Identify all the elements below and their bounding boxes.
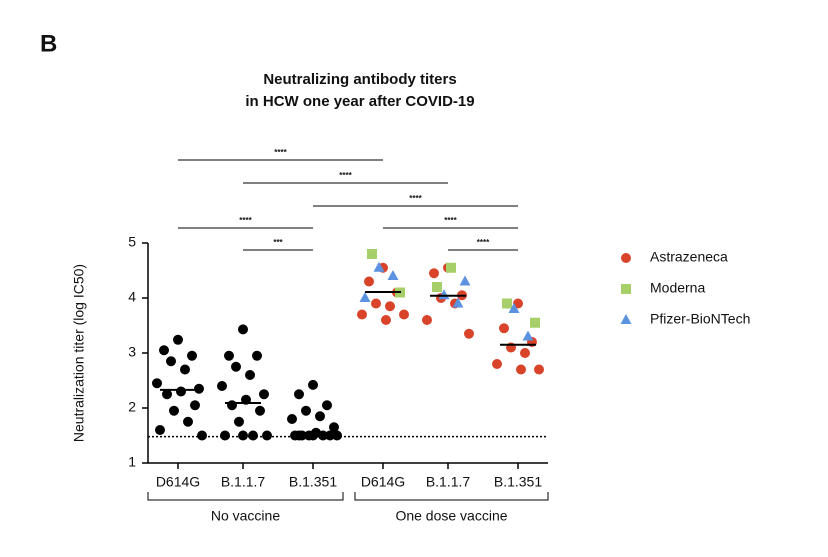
data-point [224,350,234,361]
data-point [508,303,520,313]
significance-label: **** [477,238,490,247]
group-label: One dose vaccine [395,508,507,524]
data-point [262,430,272,441]
data-point [516,364,526,375]
data-point [381,315,391,325]
legend-label: Astrazeneca [650,249,728,265]
data-point [259,389,269,400]
group-label: No vaccine [211,508,280,524]
data-point [231,361,241,372]
significance-label: **** [444,216,457,225]
data-point [245,370,255,380]
data-point [197,430,207,441]
data-point [169,405,179,416]
data-point [387,270,399,280]
data-point [234,416,244,427]
chart-title: Neutralizing antibody titers [263,71,456,88]
data-point [429,268,439,279]
data-point [287,414,297,424]
group-bracket [354,492,549,501]
data-point [534,364,544,375]
data-point [294,389,304,400]
data-point [166,356,176,367]
data-point [255,405,265,416]
data-point [322,400,332,411]
data-point [432,282,442,292]
data-point [364,276,374,287]
data-point [301,405,311,416]
y-tick-label: 5 [128,234,136,250]
x-tick-label: B.1.351 [289,474,337,490]
panel-label: B [40,30,57,57]
data-point [155,425,165,435]
data-point [194,383,204,394]
data-point [162,389,172,400]
significance-label: **** [409,194,422,203]
data-point [367,249,377,259]
data-point [180,364,190,375]
data-point [371,298,381,309]
legend-label: Pfizer-BioNTech [650,311,750,327]
x-tick-label: D614G [361,474,405,490]
data-point [522,330,534,341]
significance-label: **** [239,216,252,225]
data-point [499,323,509,334]
data-point [152,378,162,389]
y-tick-label: 3 [128,344,136,360]
data-point [220,430,230,441]
x-tick-label: B.1.1.7 [426,474,471,490]
data-point [459,275,471,286]
data-point [422,315,432,325]
data-point [159,345,169,356]
data-point [190,400,200,411]
data-point [227,400,237,411]
y-tick-label: 1 [128,454,136,470]
data-point [217,381,227,391]
significance-label: **** [274,148,287,157]
data-point [173,334,183,345]
data-point [315,411,325,422]
group-bracket [147,492,344,501]
data-point [359,292,371,302]
y-tick-label: 4 [128,289,136,305]
y-axis-label: Neutralization titer (log IC50) [71,264,87,442]
x-tick-label: D614G [156,474,200,490]
legend-label: Moderna [650,280,705,296]
data-point [385,301,395,312]
data-point [187,350,197,361]
data-point [183,416,193,427]
data-point [446,262,456,273]
significance-label: **** [339,171,352,180]
data-point [399,309,409,320]
data-point [357,309,367,320]
significance-label: *** [273,238,283,247]
data-point [238,430,248,441]
legend-marker [621,253,631,263]
data-point [176,386,186,397]
legend-marker [621,284,631,294]
legend-marker [620,314,632,324]
data-point [329,422,339,433]
data-point [373,261,385,272]
data-point [252,350,262,361]
x-tick-label: B.1.1.7 [221,474,266,490]
data-point [530,317,540,328]
y-tick-label: 2 [128,399,136,415]
data-point [452,297,464,308]
data-point [520,348,530,358]
data-point [238,324,248,335]
data-point [308,379,318,390]
data-point [332,430,342,441]
chart-title: in HCW one year after COVID-19 [245,93,474,110]
data-point [248,430,258,441]
data-point [464,328,474,339]
data-point [492,359,502,369]
data-point [502,298,512,309]
x-tick-label: B.1.351 [494,474,542,490]
